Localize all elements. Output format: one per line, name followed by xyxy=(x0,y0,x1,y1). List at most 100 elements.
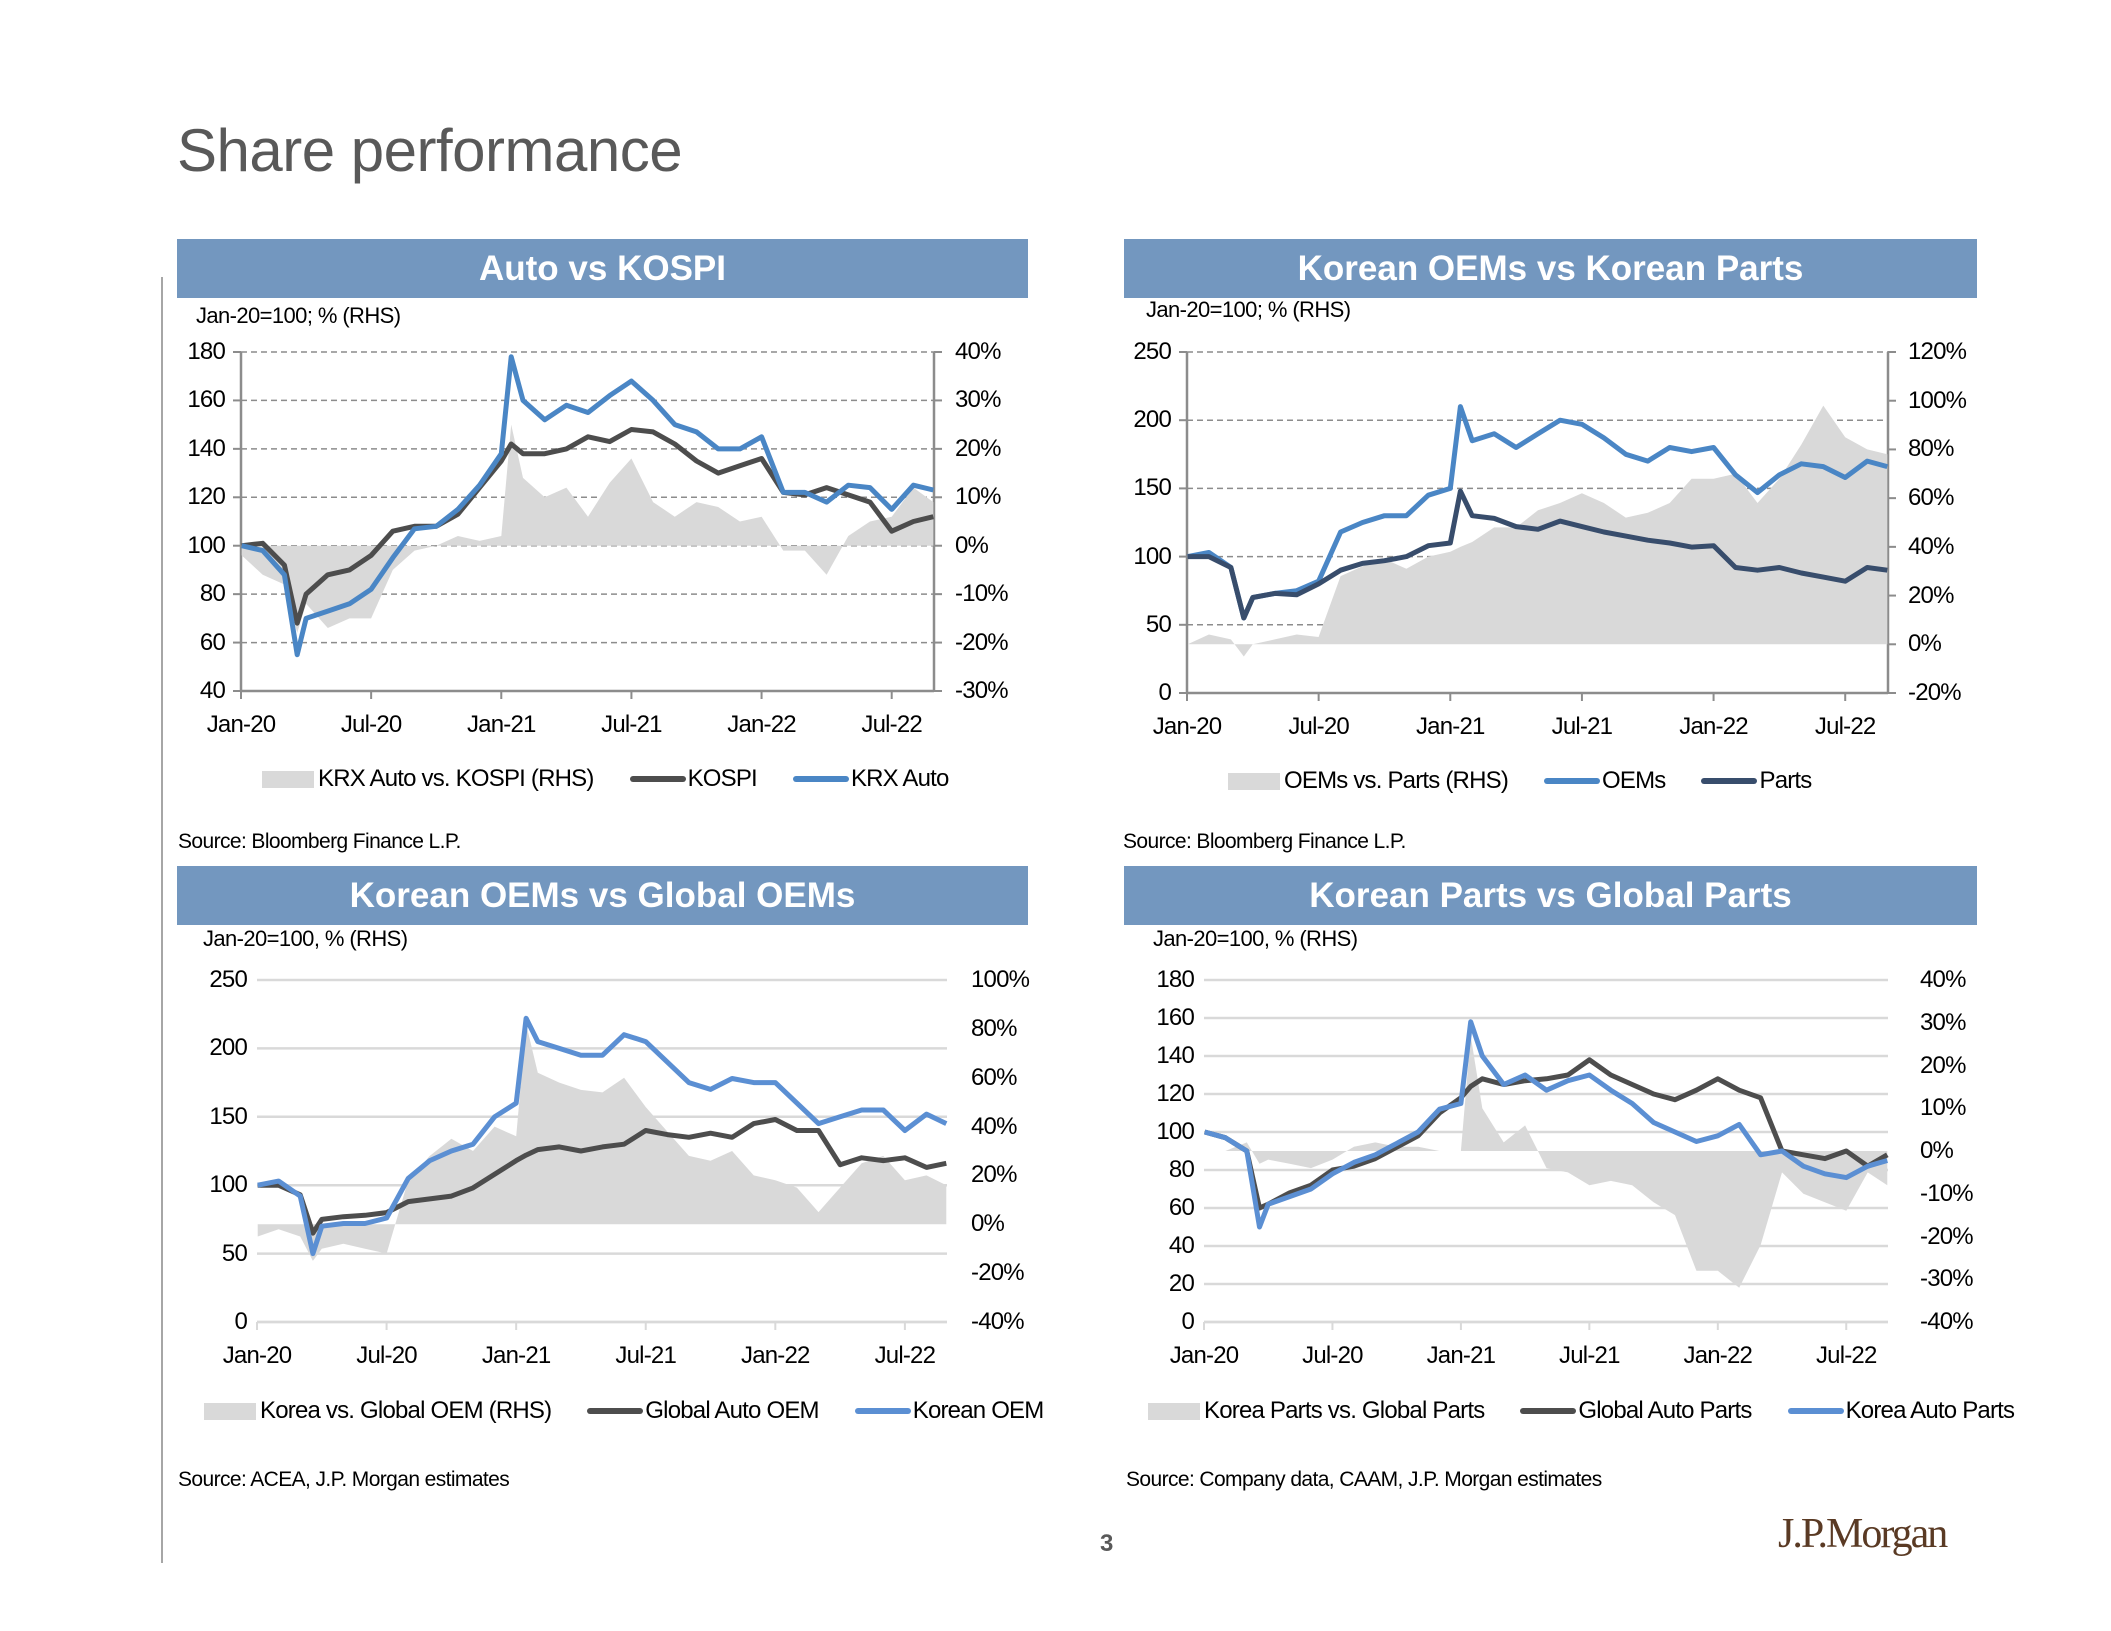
y-right-tick-label: -20% xyxy=(1908,679,1962,706)
plot-area xyxy=(233,351,942,699)
y-left-tick-label: 0 xyxy=(1181,1308,1194,1335)
plot-area xyxy=(1179,351,1896,701)
legend-swatch-line xyxy=(629,776,686,782)
y-right-tick-label: 10% xyxy=(955,483,1001,511)
y-left-tick-label: 200 xyxy=(209,1034,247,1062)
legend-swatch-line xyxy=(1701,778,1758,784)
y-left-tick-label: 160 xyxy=(1156,1004,1194,1031)
y-right-tick-label: 0% xyxy=(1908,630,1942,658)
x-tick-label: Jan-20 xyxy=(1169,1342,1239,1369)
y-left-tick-label: 20 xyxy=(1168,1270,1195,1297)
x-tick-label: Jul-22 xyxy=(874,1342,936,1369)
x-tick-label: Jul-20 xyxy=(1288,713,1349,740)
y-right-tick-label: 80% xyxy=(1908,435,1954,463)
legend-item: Korea Auto Parts xyxy=(1787,1397,2015,1425)
legend-item: Korea vs. Global OEM (RHS) xyxy=(204,1397,552,1425)
legend-swatch-line xyxy=(792,776,849,782)
y-right-tick-label: -30% xyxy=(1920,1265,1974,1293)
chart-title: Auto vs KOSPI xyxy=(177,239,1028,298)
y-right-tick-label: 20% xyxy=(955,434,1001,462)
legend-swatch-area xyxy=(1148,1402,1200,1420)
legend-label: Korea Auto Parts xyxy=(1845,1397,2015,1424)
page-title: Share performance xyxy=(177,117,683,184)
y-right-tick-label: -30% xyxy=(955,677,1009,704)
x-tick-label: Jan-22 xyxy=(741,1342,810,1369)
chart-source: Source: ACEA, J.P. Morgan estimates xyxy=(178,1468,510,1491)
legend-item: KRX Auto vs. KOSPI (RHS) xyxy=(262,765,594,793)
legend-swatch-line xyxy=(1787,1408,1844,1414)
y-right-tick-label: -10% xyxy=(1920,1179,1974,1207)
chart-legend: Korea Parts vs. Global Parts Global Auto … xyxy=(1148,1397,2050,1425)
x-tick-label: Jan-22 xyxy=(1683,1342,1753,1369)
chart-legend: OEMs vs. Parts (RHS) OEMs Parts xyxy=(1228,767,1848,795)
x-tick-label: Jan-21 xyxy=(1415,713,1485,740)
x-tick-label: Jan-20 xyxy=(1152,713,1222,740)
y-left-tick-label: 160 xyxy=(187,386,225,414)
chart-source: Source: Company data, CAAM, J.P. Morgan … xyxy=(1126,1468,1602,1491)
chart-title: Korean OEMs vs Korean Parts xyxy=(1124,239,1977,298)
legend-label: KRX Auto xyxy=(850,765,949,792)
x-tick-label: Jan-20 xyxy=(222,1342,292,1369)
y-right-tick-label: 0% xyxy=(955,531,989,559)
line-series-krx-auto xyxy=(241,354,934,658)
y-left-tick-label: 180 xyxy=(1156,966,1194,993)
x-tick-label: Jul-21 xyxy=(601,711,662,738)
y-right-tick-label: -20% xyxy=(955,628,1009,656)
line-series-korea-auto-parts xyxy=(1204,1019,1888,1230)
y-right-tick-label: 60% xyxy=(1908,484,1954,512)
y-left-tick-label: 100 xyxy=(1156,1118,1194,1145)
x-tick-label: Jan-21 xyxy=(481,1342,551,1369)
y-left-tick-label: 100 xyxy=(1133,542,1171,570)
y-left-tick-label: 250 xyxy=(209,966,247,993)
x-tick-label: Jan-22 xyxy=(1679,713,1748,740)
legend-label: Korea Parts vs. Global Parts xyxy=(1204,1397,1485,1424)
chart-source: Source: Bloomberg Finance L.P. xyxy=(178,830,461,853)
y-right-tick-label: 20% xyxy=(1908,581,1954,609)
y-left-tick-label: 140 xyxy=(1156,1042,1194,1069)
y-right-tick-label: 30% xyxy=(1920,1008,1966,1036)
y-right-tick-label: 0% xyxy=(1920,1137,1954,1164)
legend-label: Korean OEM xyxy=(912,1397,1045,1424)
y-left-tick-label: 60 xyxy=(199,628,226,656)
y-left-tick-label: 80 xyxy=(199,580,226,608)
y-left-tick-label: 120 xyxy=(1156,1080,1194,1107)
legend-swatch-area xyxy=(204,1402,256,1420)
chart-legend: KRX Auto vs. KOSPI (RHS) KOSPI KRX Auto xyxy=(262,765,985,793)
line-series-oems xyxy=(1187,404,1888,621)
legend-item: KRX Auto xyxy=(792,765,949,793)
y-right-tick-label: 30% xyxy=(955,386,1001,414)
legend-swatch-line xyxy=(587,1408,644,1414)
y-left-tick-label: 50 xyxy=(1145,610,1172,638)
x-tick-label: Jan-21 xyxy=(1426,1342,1496,1369)
chart-title: Korean OEMs vs Global OEMs xyxy=(177,866,1028,925)
y-right-tick-label: 60% xyxy=(971,1063,1017,1091)
y-left-tick-label: 200 xyxy=(1133,406,1171,434)
plot-area xyxy=(256,978,948,1330)
y-right-tick-label: 40% xyxy=(1920,966,1966,993)
y-right-tick-label: 40% xyxy=(971,1112,1017,1140)
y-right-tick-label: -40% xyxy=(971,1308,1025,1335)
legend-swatch-line xyxy=(1520,1408,1577,1414)
y-right-tick-label: 40% xyxy=(955,338,1001,365)
line-series-global-auto-parts xyxy=(1204,1057,1889,1211)
chart-subtitle: Jan-20=100, % (RHS) xyxy=(203,926,408,951)
legend-label: Global Auto Parts xyxy=(1578,1397,1752,1424)
legend-label: KRX Auto vs. KOSPI (RHS) xyxy=(318,765,594,792)
y-right-tick-label: -10% xyxy=(955,580,1009,608)
area-series-krx-auto-vs-kospi-rhs- xyxy=(241,424,934,633)
y-right-tick-label: 100% xyxy=(1908,386,1967,414)
y-left-tick-label: 120 xyxy=(187,483,225,511)
line-series-global-auto-oem xyxy=(257,1117,947,1236)
legend-label: KOSPI xyxy=(687,765,758,792)
y-left-tick-label: 150 xyxy=(209,1102,247,1130)
x-tick-label: Jul-20 xyxy=(356,1342,417,1369)
y-left-tick-label: 0 xyxy=(1158,679,1171,706)
line-series-parts xyxy=(1187,488,1888,621)
y-left-tick-label: 100 xyxy=(209,1171,247,1199)
y-left-tick-label: 80 xyxy=(1168,1156,1195,1183)
x-tick-label: Jul-20 xyxy=(1302,1342,1363,1369)
legend-item: Global Auto Parts xyxy=(1520,1397,1752,1425)
y-left-tick-label: 100 xyxy=(187,531,225,559)
legend-label: Parts xyxy=(1759,767,1812,794)
y-left-tick-label: 50 xyxy=(221,1239,248,1267)
